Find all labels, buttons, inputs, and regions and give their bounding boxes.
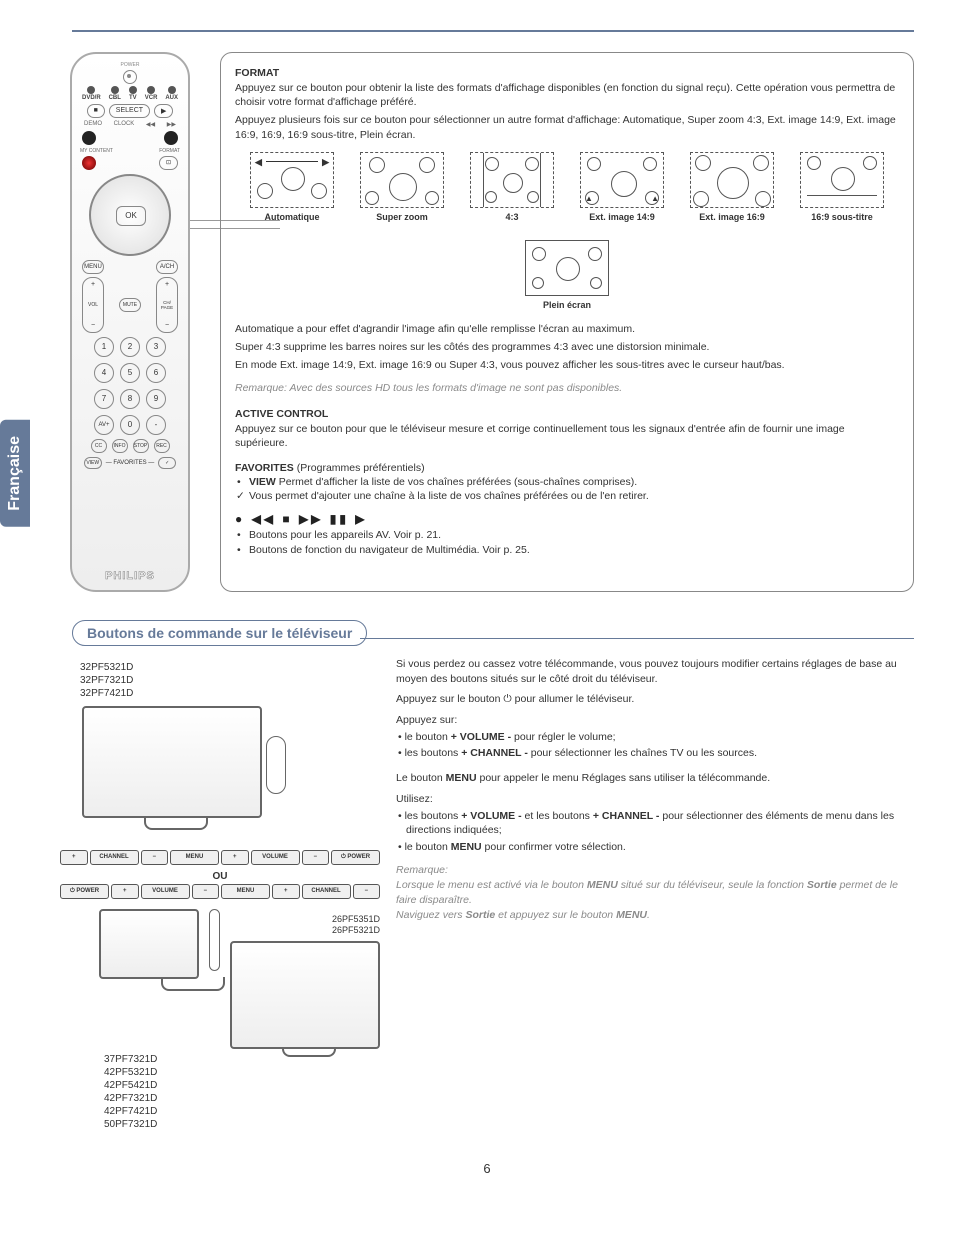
format-item: ▲▲ Ext. image 14:9 bbox=[580, 152, 664, 222]
format-item: Plein écran bbox=[525, 240, 609, 310]
tv-para: Appuyez sur le bouton ⏻ pour allumer le … bbox=[396, 692, 914, 707]
format-note: Remarque: Avec des sources HD tous les f… bbox=[235, 382, 899, 394]
favorites-bullet: Vous permet d'ajouter une chaîne à la li… bbox=[235, 489, 899, 504]
format-after: En mode Ext. image 14:9, Ext. image 16:9… bbox=[235, 358, 899, 372]
content-panel: FORMAT Appuyez sur ce bouton pour obteni… bbox=[220, 52, 914, 592]
numpad: 123456789AV+0- bbox=[78, 337, 182, 435]
format-after: Super 4:3 supprime les barres noires sur… bbox=[235, 340, 899, 354]
tv-text-block: Si vous perdez ou cassez votre télécomma… bbox=[396, 657, 914, 1137]
ok-button: OK bbox=[116, 206, 146, 226]
format-item: Super zoom bbox=[360, 152, 444, 222]
channel-rocker: +CH/ PAGE− bbox=[156, 277, 178, 333]
page-number: 6 bbox=[60, 1161, 914, 1176]
format-para: Appuyez plusieurs fois sur ce bouton pou… bbox=[235, 113, 899, 141]
avch-button: A/CH bbox=[156, 260, 178, 274]
tv-illustration bbox=[230, 941, 380, 1049]
brand-label: PHILIPS bbox=[72, 570, 188, 582]
active-control-heading: ACTIVE CONTROL bbox=[235, 408, 899, 420]
transport-icons: ● ◀◀ ■ ▶▶ ▮▮ ▶ bbox=[235, 512, 899, 526]
menu-button: MENU bbox=[82, 260, 104, 274]
format-icon bbox=[164, 131, 178, 145]
format-para: Appuyez sur ce bouton pour obtenir la li… bbox=[235, 81, 899, 109]
tv-para: Le bouton MENU pour appeler le menu Régl… bbox=[396, 771, 914, 786]
power-button-icon bbox=[123, 70, 137, 84]
transport-bullet: Boutons de fonction du navigateur de Mul… bbox=[235, 543, 899, 558]
top-rule bbox=[72, 30, 914, 32]
button-bar: +CHANNEL−MENU+VOLUME−⏻ POWER bbox=[60, 850, 380, 865]
models-top: 32PF5321D32PF7321D32PF7421D bbox=[80, 661, 380, 700]
favorites-block: FAVORITES (Programmes préférentiels) bbox=[235, 461, 899, 475]
section-heading: Boutons de commande sur le téléviseur bbox=[72, 620, 367, 646]
tv-remark: Remarque: Lorsque le menu est activé via… bbox=[396, 863, 914, 924]
tv-bullet: • les boutons + VOLUME - et les boutons … bbox=[396, 809, 914, 838]
format-item: ◀▶ Automatique bbox=[250, 152, 334, 222]
format-heading: FORMAT bbox=[235, 67, 899, 79]
tv-illustration bbox=[99, 909, 199, 979]
section-rule bbox=[360, 638, 914, 639]
models-bottom: 37PF7321D42PF5321D42PF5421D42PF7321D42PF… bbox=[104, 1053, 380, 1131]
remote-column: POWER DVD/RCBLTVVCRAUX ■ SELECT ▶ DEMOCL… bbox=[60, 52, 200, 592]
cc-row: CCINFOSTOPREC bbox=[78, 439, 182, 453]
active-control-icon bbox=[82, 156, 96, 170]
tv-subhead: Appuyez sur: bbox=[396, 713, 914, 728]
tv-bullet: • les boutons + CHANNEL - pour sélection… bbox=[396, 746, 914, 761]
models-small: 26PF5351D26PF5321D bbox=[230, 914, 380, 937]
mute-button: MUTE bbox=[119, 298, 141, 312]
format-after: Automatique a pour effet d'agrandir l'im… bbox=[235, 322, 899, 336]
page: POWER DVD/RCBLTVVCRAUX ■ SELECT ▶ DEMOCL… bbox=[0, 0, 954, 1206]
tv-bullet: • le bouton MENU pour confirmer votre sé… bbox=[396, 840, 914, 855]
tv-stand-icon bbox=[266, 736, 286, 794]
format-grid: ◀▶ Automatique Super zoom bbox=[235, 152, 899, 310]
tv-para: Si vous perdez ou cassez votre télécomma… bbox=[396, 657, 914, 686]
tv-diagram: 32PF5321D32PF7321D32PF7421D +CHANNEL−MEN… bbox=[60, 657, 380, 1137]
tv-subhead: Utilisez: bbox=[396, 792, 914, 807]
format-item: 16:9 sous-titre bbox=[800, 152, 884, 222]
button-bar: ⏻ POWER+VOLUME−MENU+CHANNEL− bbox=[60, 884, 380, 899]
active-control-para: Appuyez sur ce bouton pour que le télévi… bbox=[235, 422, 899, 450]
format-item: Ext. image 16:9 bbox=[690, 152, 774, 222]
volume-rocker: +VOL− bbox=[82, 277, 104, 333]
favorites-row: VIEW— FAVORITES —✓ bbox=[78, 457, 182, 469]
tv-stand-icon bbox=[209, 909, 221, 971]
remote-diagram: POWER DVD/RCBLTVVCRAUX ■ SELECT ▶ DEMOCL… bbox=[70, 52, 190, 592]
favorites-bullet: VIEW Permet d'afficher la liste de vos c… bbox=[235, 475, 899, 490]
source-row: DVD/RCBLTVVCRAUX bbox=[78, 86, 182, 101]
transport-bullet: Boutons pour les appareils AV. Voir p. 2… bbox=[235, 528, 899, 543]
power-icon: ⏻ bbox=[503, 693, 511, 705]
my-content-icon bbox=[82, 131, 96, 145]
tv-bullet: • le bouton + VOLUME - pour régler le vo… bbox=[396, 730, 914, 745]
ou-label: OU bbox=[60, 871, 380, 882]
format-item: 4:3 bbox=[470, 152, 554, 222]
tv-illustration bbox=[82, 706, 262, 818]
nav-ring: OK bbox=[89, 174, 171, 256]
